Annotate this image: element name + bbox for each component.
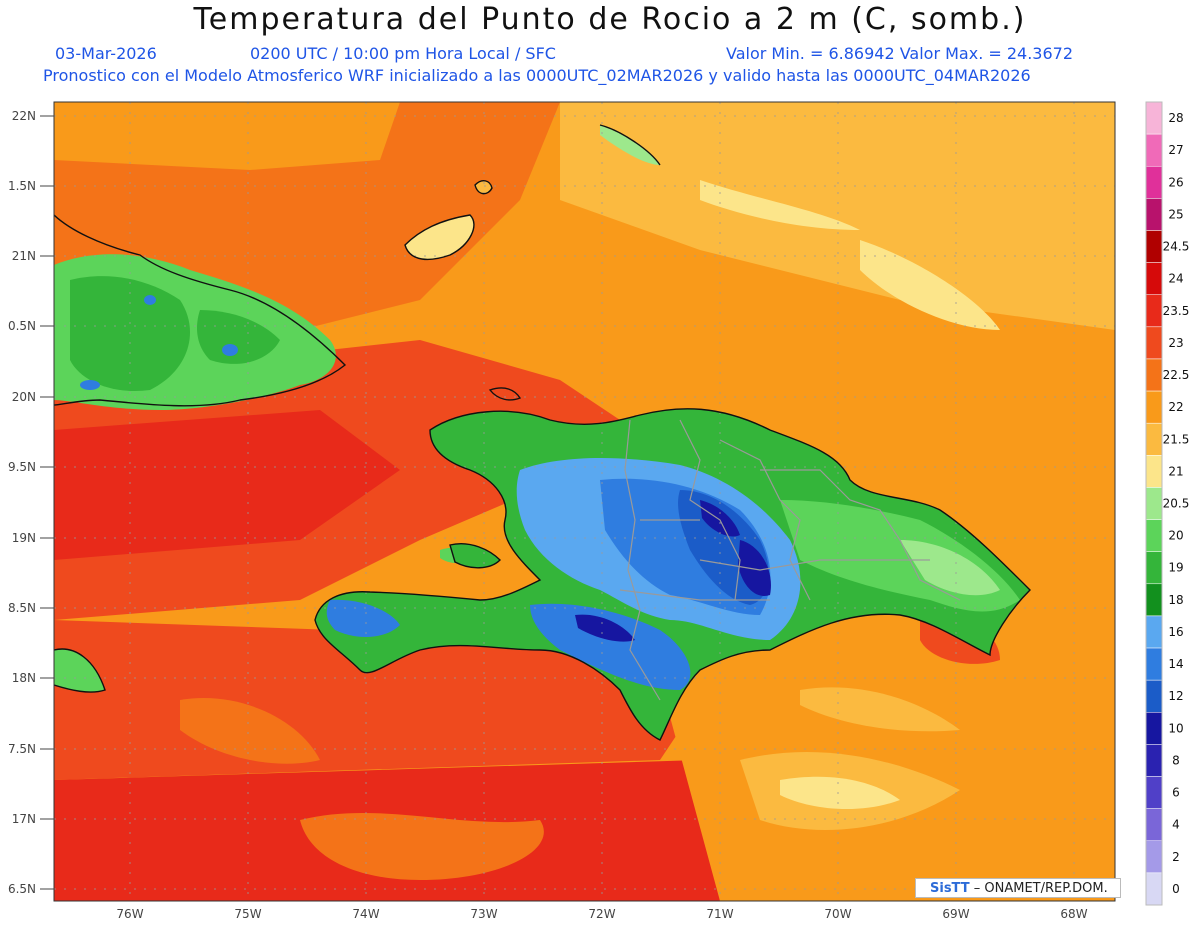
legend-label: 8 [1172,753,1180,767]
legend-label: 25 [1168,207,1183,221]
longitude-labels: 76W 75W 74W 73W 72W 71W 70W 69W 68W [116,907,1087,921]
legend-label: 24 [1168,272,1183,286]
legend-swatch [1145,455,1163,488]
legend-label: 24.5 [1163,240,1190,254]
lon-tick: 70W [824,907,851,921]
legend-label: 20.5 [1163,497,1190,511]
lat-tick: 22N [12,109,36,123]
color-legend: 2827262524.52423.52322.52221.52120.52019… [1145,101,1190,906]
legend-swatch [1145,776,1163,809]
legend-label: 22.5 [1163,368,1190,382]
legend-swatch [1145,133,1163,167]
legend-label: 20 [1168,529,1183,543]
lat-tick: 20N [12,390,36,404]
legend-frame [1145,101,1163,906]
lat-tick: 6.5N [8,882,36,896]
legend-label: 23 [1168,336,1183,350]
legend-swatch [1145,101,1163,135]
plot-frame [53,101,1116,902]
legend-label: 23.5 [1163,304,1190,318]
legend-label: 21.5 [1163,432,1190,446]
legend-swatch [1145,294,1163,328]
latitude-labels: 22N 1.5N 21N 0.5N 20N 9.5N 19N 8.5N 18N … [8,109,36,896]
lon-tick: 76W [116,907,143,921]
legend-swatch [1145,519,1163,552]
legend-swatch [1145,647,1163,681]
sistt-logo: SisTT [930,881,970,896]
legend-swatch [1145,165,1163,199]
legend-label: 6 [1172,786,1180,800]
legend-label: 12 [1168,689,1183,703]
lon-tick: 74W [352,907,379,921]
legend-label: 28 [1168,111,1183,125]
legend-label: 27 [1168,143,1183,157]
lon-tick: 73W [470,907,497,921]
lat-tick: 8.5N [8,601,36,615]
lat-tick: 0.5N [8,319,36,333]
legend-swatch [1145,326,1163,360]
legend-swatch [1145,422,1163,456]
min-max-values: Valor Min. = 6.86942 Valor Max. = 24.367… [726,44,1074,63]
legend-swatch [1145,390,1163,424]
legend-swatch [1145,712,1163,745]
lat-tick: 1.5N [8,179,36,193]
map-title: Temperatura del Punto de Rocio a 2 m (C,… [193,2,1027,37]
valid-time: 0200 UTC / 10:00 pm Hora Local / SFC [250,44,556,63]
model-info: Pronostico con el Modelo Atmosferico WRF… [43,66,1031,85]
legend-swatch [1145,679,1163,713]
lat-tick-marks [40,115,54,890]
credit-box: SisTT – ONAMET/REP.DOM. [915,878,1121,898]
lat-tick: 18N [12,671,36,685]
legend-swatch [1145,744,1163,777]
legend-label: 2 [1172,850,1180,864]
lon-tick: 69W [942,907,969,921]
shaded-field [54,102,1115,901]
legend-swatch [1145,487,1163,520]
legend-label: 14 [1168,657,1183,671]
coastlines [54,124,1031,741]
lon-tick: 75W [234,907,261,921]
legend-label: 10 [1168,721,1183,735]
legend-swatch [1145,615,1163,649]
legend-swatch [1145,551,1163,585]
legend-swatch [1145,262,1163,295]
lat-tick: 17N [12,812,36,826]
legend-label: 19 [1168,561,1183,575]
lon-tick: 71W [706,907,733,921]
lat-tick: 19N [12,531,36,545]
legend-label: 0 [1172,882,1180,896]
legend-label: 18 [1168,593,1183,607]
legend-swatch [1145,583,1163,617]
legend-swatch [1145,230,1163,263]
legend-swatch [1145,808,1163,842]
graticule [54,102,1115,901]
lat-tick: 21N [12,249,36,263]
lon-tick: 72W [588,907,615,921]
legend-swatch [1145,872,1163,906]
valid-date: 03-Mar-2026 [55,44,157,63]
credit-text: ONAMET/REP.DOM. [984,881,1108,896]
legend-label: 4 [1172,818,1180,832]
lon-tick: 68W [1060,907,1087,921]
lat-tick: 9.5N [8,460,36,474]
legend-swatch [1145,198,1163,231]
legend-label: 22 [1168,400,1183,414]
legend-label: 16 [1168,625,1183,639]
province-borders [619,419,961,701]
legend-swatch [1145,840,1163,874]
lat-tick: 7.5N [8,742,36,756]
legend-label: 26 [1168,175,1183,189]
legend-swatch [1145,358,1163,392]
legend-label: 21 [1168,464,1183,478]
